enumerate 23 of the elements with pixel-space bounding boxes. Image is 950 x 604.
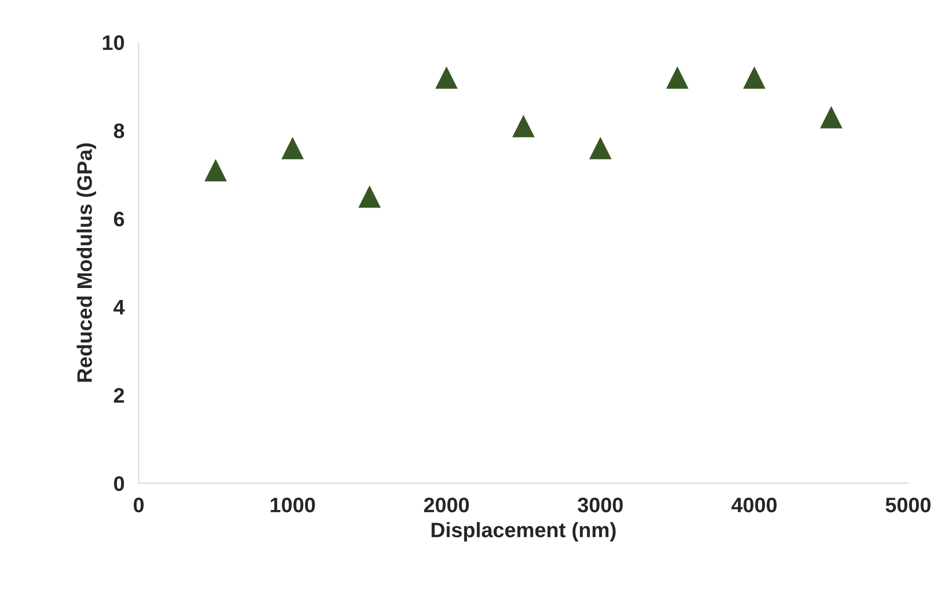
point [281,136,304,160]
point [820,106,842,128]
x-tick-label: 3000 [578,498,623,512]
x-tick-label: 0 [134,498,144,512]
point [743,66,766,89]
point [358,185,381,208]
y-tick-label: 2 [114,388,124,403]
x-tick-label: 5000 [886,498,931,512]
y-axis-title: Reduced Modulus (GPa) [76,143,96,382]
point [435,66,458,89]
point [512,114,535,138]
y-tick-label: 4 [114,300,125,314]
point [589,136,612,160]
y-tick-label: 6 [114,212,124,226]
point [204,158,227,182]
y-tick-label: 8 [114,123,124,138]
y-tick-label: 10 [102,35,124,50]
x-tick-label: 2000 [424,498,469,512]
x-axis-title: Displacement (nm) [432,522,616,542]
point [666,66,689,89]
y-tick-label: 0 [114,476,124,491]
x-tick-label: 4000 [731,498,777,512]
x-tick-label: 1000 [270,498,315,512]
